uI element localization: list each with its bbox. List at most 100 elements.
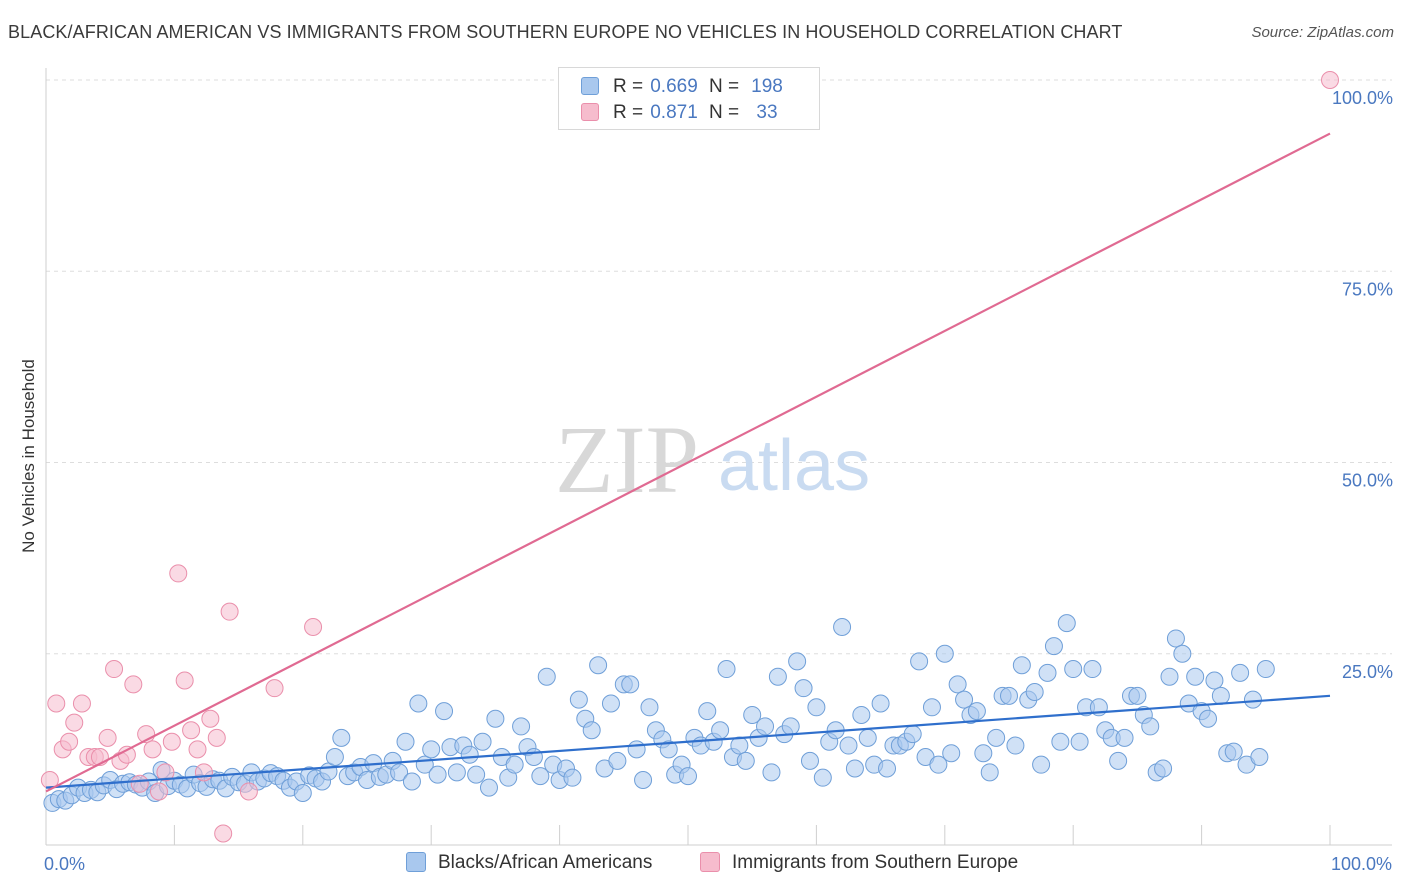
blue-point <box>1128 686 1147 705</box>
blue-point <box>332 728 351 747</box>
blue-point <box>563 768 582 787</box>
blue-point <box>608 751 627 770</box>
pink-point <box>194 763 213 782</box>
blue-point <box>505 755 524 774</box>
blue-point <box>627 740 646 759</box>
blue-point <box>929 755 948 774</box>
n-label: N = <box>709 76 740 97</box>
blue-point <box>717 660 736 679</box>
blue-points <box>43 614 1275 812</box>
blue-point <box>1109 751 1128 770</box>
pink-point <box>105 660 124 679</box>
axes <box>45 68 1392 846</box>
y-tick-label: 100.0% <box>1332 88 1393 108</box>
stats-legend-row-pink: R = 0.871 N = 33 <box>581 102 791 126</box>
blue-point <box>422 740 441 759</box>
blue-point <box>1243 690 1262 709</box>
blue-point <box>1154 759 1173 778</box>
blue-point <box>967 702 986 721</box>
n-value: 198 <box>751 76 783 97</box>
x-tick-label: 100.0% <box>1331 854 1392 874</box>
blue-legend-swatch <box>406 852 426 872</box>
blue-point <box>1025 683 1044 701</box>
blue-point <box>589 656 608 675</box>
blue-point <box>698 702 717 721</box>
blue-point <box>974 744 993 763</box>
blue-point <box>839 736 858 755</box>
blue-point <box>781 717 800 736</box>
watermark: ZIP atlas <box>555 406 870 513</box>
blue-point <box>293 783 312 802</box>
series-name-pink: Immigrants from Southern Europe <box>732 852 1019 873</box>
blue-point <box>910 652 929 671</box>
blue-point <box>788 652 807 671</box>
watermark-atlas: atlas <box>718 426 870 506</box>
y-tick-label: 75.0% <box>1342 279 1393 299</box>
blue-point <box>955 690 974 709</box>
blue-trend-line <box>45 694 1331 789</box>
blue-point <box>813 768 832 787</box>
blue-point <box>1166 629 1185 648</box>
pink-point <box>143 740 162 759</box>
blue-point <box>852 705 871 724</box>
source-credit: Source: ZipAtlas.com <box>1251 24 1394 41</box>
pink-point <box>201 709 220 728</box>
series-name-blue: Blacks/African Americans <box>438 852 653 873</box>
r-label: R = <box>613 102 644 123</box>
blue-point <box>1250 748 1269 767</box>
blue-point <box>833 617 852 636</box>
blue-point <box>845 759 864 778</box>
blue-point <box>711 721 730 740</box>
blue-point <box>396 732 415 751</box>
blue-point <box>569 690 588 709</box>
r-value: 0.871 <box>650 102 698 123</box>
pink-trend-line <box>45 132 1331 793</box>
blue-point <box>447 763 466 782</box>
pink-point <box>207 728 226 747</box>
blue-point <box>903 725 922 744</box>
blue-point <box>582 721 601 740</box>
blue-point <box>736 751 755 770</box>
blue-point <box>1051 732 1070 751</box>
blue-point <box>1231 663 1250 682</box>
pink-point <box>1321 71 1339 89</box>
blue-point <box>621 675 640 694</box>
blue-point <box>1038 663 1057 682</box>
blue-point <box>486 709 505 728</box>
blue-point <box>987 728 1006 747</box>
gridlines <box>46 79 1392 655</box>
blue-point <box>1141 717 1160 736</box>
blue-point <box>479 778 498 797</box>
series-legend-pink: Immigrants from Southern Europe <box>700 852 1018 874</box>
blue-point <box>1057 614 1076 633</box>
n-label: N = <box>709 102 740 123</box>
pink-points <box>40 71 1339 843</box>
blue-point <box>531 767 550 786</box>
blue-point <box>1224 742 1243 761</box>
pink-point <box>98 728 117 747</box>
x-tick-labels: 0.0% 100.0% <box>44 854 1392 874</box>
blue-swatch <box>581 77 599 95</box>
blue-point <box>1199 709 1218 728</box>
pink-point <box>124 675 143 694</box>
blue-point <box>768 667 787 686</box>
blue-point <box>537 667 556 686</box>
blue-point <box>601 694 620 713</box>
blue-point <box>756 717 775 736</box>
blue-point <box>524 748 543 767</box>
pink-point <box>162 732 181 751</box>
pink-swatch <box>581 103 599 121</box>
pink-point <box>130 774 149 793</box>
blue-point <box>325 748 344 767</box>
pink-point <box>239 782 258 801</box>
blue-point <box>390 763 409 782</box>
blue-point <box>743 705 762 724</box>
pink-point <box>47 694 66 713</box>
blue-point <box>467 765 486 784</box>
pink-legend-swatch <box>700 852 720 872</box>
blue-point <box>473 732 492 751</box>
n-value: 33 <box>756 102 778 123</box>
blue-point <box>402 772 421 791</box>
pink-point <box>265 679 284 698</box>
